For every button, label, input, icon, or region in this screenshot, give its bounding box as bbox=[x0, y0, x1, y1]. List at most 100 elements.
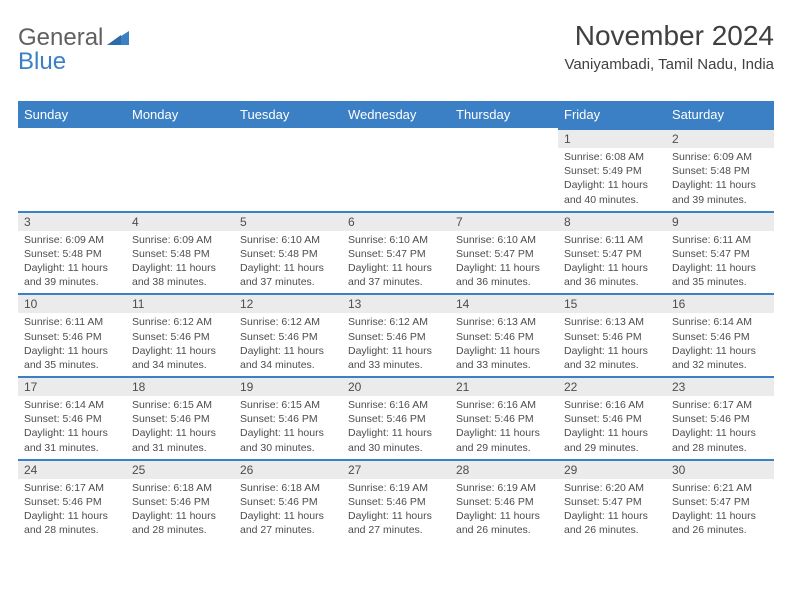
sunrise-text: Sunrise: 6:21 AM bbox=[672, 481, 768, 495]
day-info: Sunrise: 6:10 AMSunset: 5:48 PMDaylight:… bbox=[234, 231, 342, 294]
day-number: 16 bbox=[666, 293, 774, 313]
sunset-text: Sunset: 5:46 PM bbox=[240, 412, 336, 426]
sunset-text: Sunset: 5:46 PM bbox=[456, 412, 552, 426]
daylight-text: Daylight: 11 hours and 40 minutes. bbox=[564, 178, 660, 206]
day-info: Sunrise: 6:20 AMSunset: 5:47 PMDaylight:… bbox=[558, 479, 666, 542]
day-number: 9 bbox=[666, 211, 774, 231]
calendar-cell bbox=[342, 128, 450, 211]
sunrise-text: Sunrise: 6:12 AM bbox=[348, 315, 444, 329]
day-info: Sunrise: 6:16 AMSunset: 5:46 PMDaylight:… bbox=[558, 396, 666, 459]
sunrise-text: Sunrise: 6:15 AM bbox=[240, 398, 336, 412]
day-info: Sunrise: 6:14 AMSunset: 5:46 PMDaylight:… bbox=[666, 313, 774, 376]
day-number: 22 bbox=[558, 376, 666, 396]
calendar-cell: 10Sunrise: 6:11 AMSunset: 5:46 PMDayligh… bbox=[18, 293, 126, 376]
sunset-text: Sunset: 5:46 PM bbox=[24, 412, 120, 426]
calendar-cell: 15Sunrise: 6:13 AMSunset: 5:46 PMDayligh… bbox=[558, 293, 666, 376]
day-info: Sunrise: 6:12 AMSunset: 5:46 PMDaylight:… bbox=[126, 313, 234, 376]
daylight-text: Daylight: 11 hours and 30 minutes. bbox=[348, 426, 444, 454]
title-block: November 2024 Vaniyambadi, Tamil Nadu, I… bbox=[564, 20, 774, 73]
day-info: Sunrise: 6:15 AMSunset: 5:46 PMDaylight:… bbox=[126, 396, 234, 459]
calendar-cell: 3Sunrise: 6:09 AMSunset: 5:48 PMDaylight… bbox=[18, 211, 126, 294]
sunset-text: Sunset: 5:46 PM bbox=[240, 330, 336, 344]
sunset-text: Sunset: 5:47 PM bbox=[672, 495, 768, 509]
sunset-text: Sunset: 5:46 PM bbox=[132, 495, 228, 509]
calendar-cell: 5Sunrise: 6:10 AMSunset: 5:48 PMDaylight… bbox=[234, 211, 342, 294]
day-info: Sunrise: 6:17 AMSunset: 5:46 PMDaylight:… bbox=[666, 396, 774, 459]
logo-triangle-icon bbox=[107, 27, 129, 50]
calendar-cell: 20Sunrise: 6:16 AMSunset: 5:46 PMDayligh… bbox=[342, 376, 450, 459]
day-number: 21 bbox=[450, 376, 558, 396]
day-info: Sunrise: 6:10 AMSunset: 5:47 PMDaylight:… bbox=[342, 231, 450, 294]
calendar-cell: 9Sunrise: 6:11 AMSunset: 5:47 PMDaylight… bbox=[666, 211, 774, 294]
sunrise-text: Sunrise: 6:09 AM bbox=[672, 150, 768, 164]
daylight-text: Daylight: 11 hours and 36 minutes. bbox=[456, 261, 552, 289]
calendar-cell: 2Sunrise: 6:09 AMSunset: 5:48 PMDaylight… bbox=[666, 128, 774, 211]
logo-blue-wrap: Blue bbox=[18, 48, 66, 76]
sunset-text: Sunset: 5:46 PM bbox=[456, 330, 552, 344]
sunset-text: Sunset: 5:46 PM bbox=[456, 495, 552, 509]
calendar-row: 24Sunrise: 6:17 AMSunset: 5:46 PMDayligh… bbox=[18, 459, 774, 542]
daylight-text: Daylight: 11 hours and 31 minutes. bbox=[132, 426, 228, 454]
day-number: 18 bbox=[126, 376, 234, 396]
daylight-text: Daylight: 11 hours and 38 minutes. bbox=[132, 261, 228, 289]
day-number: 11 bbox=[126, 293, 234, 313]
calendar-cell: 19Sunrise: 6:15 AMSunset: 5:46 PMDayligh… bbox=[234, 376, 342, 459]
daylight-text: Daylight: 11 hours and 32 minutes. bbox=[672, 344, 768, 372]
sunset-text: Sunset: 5:48 PM bbox=[240, 247, 336, 261]
calendar-table: Sunday Monday Tuesday Wednesday Thursday… bbox=[18, 101, 774, 541]
day-info: Sunrise: 6:16 AMSunset: 5:46 PMDaylight:… bbox=[450, 396, 558, 459]
sunrise-text: Sunrise: 6:11 AM bbox=[564, 233, 660, 247]
calendar-cell: 28Sunrise: 6:19 AMSunset: 5:46 PMDayligh… bbox=[450, 459, 558, 542]
daylight-text: Daylight: 11 hours and 27 minutes. bbox=[348, 509, 444, 537]
calendar-cell: 30Sunrise: 6:21 AMSunset: 5:47 PMDayligh… bbox=[666, 459, 774, 542]
daylight-text: Daylight: 11 hours and 30 minutes. bbox=[240, 426, 336, 454]
calendar-cell: 4Sunrise: 6:09 AMSunset: 5:48 PMDaylight… bbox=[126, 211, 234, 294]
day-header-row: Sunday Monday Tuesday Wednesday Thursday… bbox=[18, 101, 774, 128]
sunset-text: Sunset: 5:46 PM bbox=[348, 412, 444, 426]
sunrise-text: Sunrise: 6:13 AM bbox=[456, 315, 552, 329]
sunset-text: Sunset: 5:46 PM bbox=[240, 495, 336, 509]
daylight-text: Daylight: 11 hours and 26 minutes. bbox=[564, 509, 660, 537]
day-info: Sunrise: 6:09 AMSunset: 5:48 PMDaylight:… bbox=[126, 231, 234, 294]
daylight-text: Daylight: 11 hours and 26 minutes. bbox=[672, 509, 768, 537]
day-header: Thursday bbox=[450, 101, 558, 128]
day-info: Sunrise: 6:19 AMSunset: 5:46 PMDaylight:… bbox=[342, 479, 450, 542]
sunrise-text: Sunrise: 6:10 AM bbox=[348, 233, 444, 247]
calendar-cell bbox=[234, 128, 342, 211]
daylight-text: Daylight: 11 hours and 29 minutes. bbox=[564, 426, 660, 454]
day-info: Sunrise: 6:18 AMSunset: 5:46 PMDaylight:… bbox=[234, 479, 342, 542]
day-info: Sunrise: 6:14 AMSunset: 5:46 PMDaylight:… bbox=[18, 396, 126, 459]
sunset-text: Sunset: 5:46 PM bbox=[24, 495, 120, 509]
sunrise-text: Sunrise: 6:12 AM bbox=[132, 315, 228, 329]
calendar-cell: 11Sunrise: 6:12 AMSunset: 5:46 PMDayligh… bbox=[126, 293, 234, 376]
day-header: Friday bbox=[558, 101, 666, 128]
sunrise-text: Sunrise: 6:20 AM bbox=[564, 481, 660, 495]
sunset-text: Sunset: 5:48 PM bbox=[132, 247, 228, 261]
calendar-row: 3Sunrise: 6:09 AMSunset: 5:48 PMDaylight… bbox=[18, 211, 774, 294]
sunrise-text: Sunrise: 6:09 AM bbox=[24, 233, 120, 247]
sunrise-text: Sunrise: 6:10 AM bbox=[240, 233, 336, 247]
sunset-text: Sunset: 5:46 PM bbox=[672, 412, 768, 426]
daylight-text: Daylight: 11 hours and 28 minutes. bbox=[132, 509, 228, 537]
day-info: Sunrise: 6:18 AMSunset: 5:46 PMDaylight:… bbox=[126, 479, 234, 542]
day-info: Sunrise: 6:08 AMSunset: 5:49 PMDaylight:… bbox=[558, 148, 666, 211]
calendar-cell: 6Sunrise: 6:10 AMSunset: 5:47 PMDaylight… bbox=[342, 211, 450, 294]
daylight-text: Daylight: 11 hours and 35 minutes. bbox=[24, 344, 120, 372]
calendar-cell bbox=[18, 128, 126, 211]
day-number: 1 bbox=[558, 128, 666, 148]
sunrise-text: Sunrise: 6:15 AM bbox=[132, 398, 228, 412]
day-number: 17 bbox=[18, 376, 126, 396]
calendar-cell: 16Sunrise: 6:14 AMSunset: 5:46 PMDayligh… bbox=[666, 293, 774, 376]
day-number: 10 bbox=[18, 293, 126, 313]
day-number: 28 bbox=[450, 459, 558, 479]
calendar-cell: 21Sunrise: 6:16 AMSunset: 5:46 PMDayligh… bbox=[450, 376, 558, 459]
sunrise-text: Sunrise: 6:16 AM bbox=[456, 398, 552, 412]
sunset-text: Sunset: 5:46 PM bbox=[132, 412, 228, 426]
day-number: 15 bbox=[558, 293, 666, 313]
sunset-text: Sunset: 5:49 PM bbox=[564, 164, 660, 178]
sunset-text: Sunset: 5:46 PM bbox=[132, 330, 228, 344]
calendar-cell: 26Sunrise: 6:18 AMSunset: 5:46 PMDayligh… bbox=[234, 459, 342, 542]
day-number: 20 bbox=[342, 376, 450, 396]
sunset-text: Sunset: 5:47 PM bbox=[672, 247, 768, 261]
day-number: 13 bbox=[342, 293, 450, 313]
